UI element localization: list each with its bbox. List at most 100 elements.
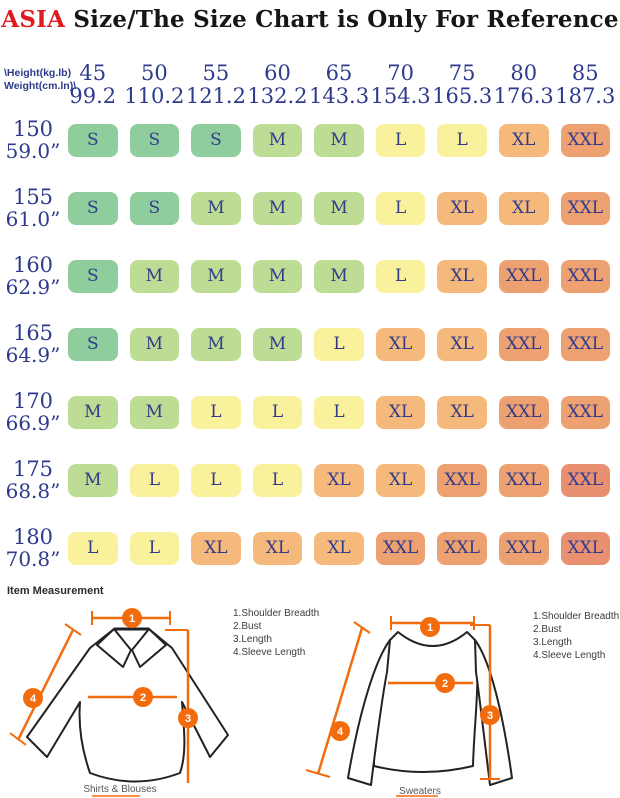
sleeve-tick-top bbox=[353, 621, 371, 634]
weight-kg-value: 45 bbox=[79, 61, 107, 85]
shirts-blouses-caption: Shirts & Blouses bbox=[83, 784, 157, 795]
legend-line-sleeve: 4.Sleeve Length bbox=[533, 650, 606, 661]
sleeve-tick-top bbox=[64, 623, 82, 636]
size-cell: XL bbox=[375, 395, 426, 429]
size-cell: M bbox=[252, 327, 303, 361]
size-cell: XL bbox=[437, 191, 487, 225]
measurement-heading: Item Measurement bbox=[7, 585, 104, 597]
weight-column-header: 80 176.3 bbox=[493, 62, 555, 108]
weight-lb-value: 132.2 bbox=[247, 84, 308, 108]
size-cell: M bbox=[129, 395, 180, 429]
weight-lb-value: 121.2 bbox=[185, 84, 246, 108]
height-row-header: 150 59.0” bbox=[4, 118, 62, 162]
weight-column-header: 60 132.2 bbox=[247, 62, 309, 108]
height-cm-value: 165 bbox=[12, 321, 54, 345]
size-cell: XXL bbox=[560, 531, 611, 565]
marker-2-circle bbox=[435, 673, 455, 693]
marker-1-number: 1 bbox=[427, 622, 433, 634]
height-cm-value: 155 bbox=[12, 185, 54, 209]
sweaters-caption: Sweaters bbox=[399, 786, 441, 797]
size-cell: L bbox=[375, 259, 426, 293]
size-cell: M bbox=[252, 191, 303, 225]
size-cell: XXL bbox=[560, 463, 611, 497]
page-title: ASIA Size/The Size Chart is Only For Ref… bbox=[0, 6, 620, 33]
height-inch-value: 70.8” bbox=[5, 547, 61, 571]
size-cell: M bbox=[191, 327, 241, 361]
size-cell: XL bbox=[437, 259, 487, 293]
marker-1-circle bbox=[122, 608, 142, 628]
height-inch-value: 64.9” bbox=[5, 343, 61, 367]
height-row-header: 175 68.8” bbox=[4, 458, 62, 502]
size-cell: XL bbox=[314, 531, 364, 565]
table-header-row: \Height(kg.lb) Weight(cm.ln)\ 45 99.2 50 11… bbox=[0, 62, 620, 108]
legend-line-bust: 2.Bust bbox=[233, 621, 262, 632]
marker-1-number: 1 bbox=[129, 613, 135, 625]
weight-lb-value: 143.3 bbox=[308, 84, 370, 108]
size-cell: L bbox=[437, 123, 487, 157]
corner-label-line1: \Height(kg.lb) bbox=[4, 67, 72, 79]
size-cell: L bbox=[252, 463, 303, 497]
weight-column-header: 50 110.2 bbox=[124, 62, 186, 108]
legend-line-bust: 2.Bust bbox=[533, 624, 562, 635]
size-cell: M bbox=[314, 191, 364, 225]
legend-line-length: 3.Length bbox=[533, 637, 572, 648]
marker-1-circle bbox=[420, 617, 440, 637]
size-cell: XXL bbox=[560, 191, 611, 225]
size-cell: XXL bbox=[498, 531, 549, 565]
height-row-header: 180 70.8” bbox=[4, 526, 62, 570]
legend-line-sleeve: 4.Sleeve Length bbox=[233, 647, 306, 658]
size-cell: S bbox=[129, 191, 180, 225]
weight-kg-value: 70 bbox=[387, 61, 414, 85]
table-row: 180 70.8” L L XL XL XL XXL XXL XXL XXL bbox=[0, 526, 620, 570]
weight-kg-value: 80 bbox=[510, 61, 538, 85]
height-row-header: 155 61.0” bbox=[4, 186, 62, 230]
marker-3-number: 3 bbox=[487, 710, 493, 722]
weight-kg-value: 65 bbox=[325, 61, 353, 85]
table-row: 175 68.8” M L L L XL XL XXL XXL XXL bbox=[0, 458, 620, 502]
title-text: Size/The Size Chart is Only For Referenc… bbox=[65, 6, 619, 33]
height-inch-value: 66.9” bbox=[5, 411, 61, 435]
size-cell: M bbox=[314, 259, 364, 293]
size-cell: XXL bbox=[498, 327, 549, 361]
weight-lb-value: 110.2 bbox=[124, 84, 185, 108]
size-cell: L bbox=[191, 395, 241, 429]
size-cell: L bbox=[252, 395, 303, 429]
measurement-legend-left: 1.Shoulder Breadth 2.Bust 3.Length 4.Sle… bbox=[233, 607, 319, 659]
size-cell: XL bbox=[375, 327, 426, 361]
weight-column-header: 65 143.3 bbox=[308, 62, 370, 108]
weight-column-header: 75 165.3 bbox=[431, 62, 493, 108]
weight-kg-value: 60 bbox=[264, 61, 291, 85]
size-cell: M bbox=[191, 259, 241, 293]
size-cell: XXL bbox=[560, 395, 611, 429]
weight-lb-value: 165.3 bbox=[432, 84, 493, 108]
size-cell: XL bbox=[498, 191, 549, 225]
weight-kg-value: 55 bbox=[202, 61, 230, 85]
legend-line-shoulder: 1.Shoulder Breadth bbox=[533, 611, 620, 622]
size-cell: XL bbox=[498, 123, 549, 157]
marker-4-circle bbox=[330, 721, 350, 741]
weight-lb-value: 99.2 bbox=[69, 84, 117, 108]
size-cell: L bbox=[314, 395, 364, 429]
table-row: 160 62.9” S M M M M L XL XXL XXL bbox=[0, 254, 620, 298]
size-cell: M bbox=[252, 123, 303, 157]
size-cell: S bbox=[68, 327, 118, 361]
measurement-legend-right: 1.Shoulder Breadth 2.Bust 3.Length 4.Sle… bbox=[533, 610, 619, 662]
weight-column-header: 55 121.2 bbox=[185, 62, 247, 108]
height-cm-value: 180 bbox=[12, 525, 54, 549]
size-cell: L bbox=[375, 191, 426, 225]
size-cell: L bbox=[191, 463, 241, 497]
size-cell: XXL bbox=[498, 395, 549, 429]
height-inch-value: 68.8” bbox=[5, 479, 61, 503]
size-cell: M bbox=[129, 327, 180, 361]
height-row-header: 165 64.9” bbox=[4, 322, 62, 366]
marker-2-circle bbox=[133, 687, 153, 707]
size-cell: XXL bbox=[560, 327, 611, 361]
height-row-header: 160 62.9” bbox=[4, 254, 62, 298]
marker-4-number: 4 bbox=[337, 726, 344, 738]
marker-4-circle bbox=[23, 688, 43, 708]
size-cell: S bbox=[68, 191, 118, 225]
size-cell: XL bbox=[314, 463, 364, 497]
size-cell: M bbox=[129, 259, 180, 293]
weight-kg-value: 75 bbox=[448, 61, 476, 85]
